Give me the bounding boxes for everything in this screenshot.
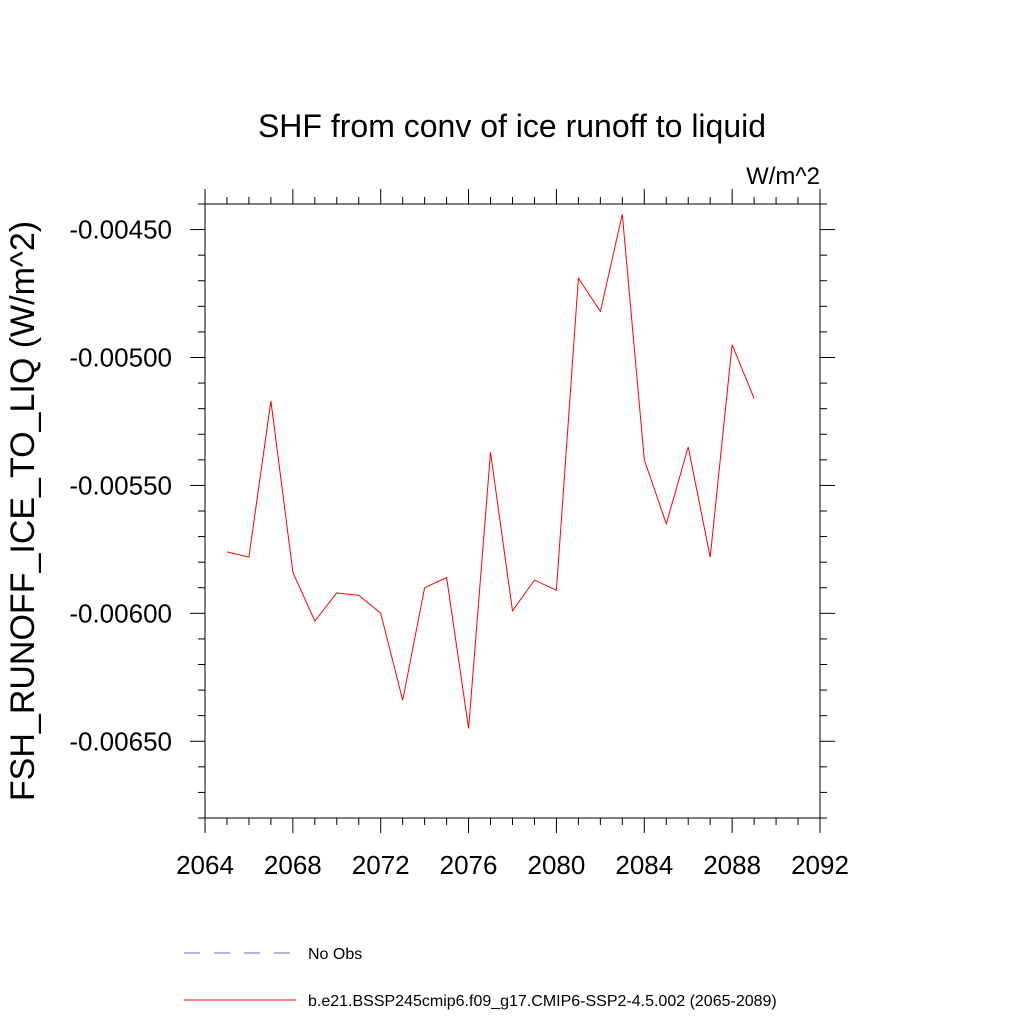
x-tick-label: 2072 — [352, 850, 410, 880]
x-tick-label: 2080 — [528, 850, 586, 880]
x-tick-label: 2068 — [264, 850, 322, 880]
y-tick-label: -0.00450 — [69, 215, 172, 245]
x-tick-label: 2064 — [176, 850, 234, 880]
legend: No Obs b.e21.BSSP245cmip6.f09_g17.CMIP6-S… — [184, 946, 777, 1010]
legend-label: b.e21.BSSP245cmip6.f09_g17.CMIP6-SSP2-4.… — [308, 993, 777, 1010]
plot-frame — [204, 203, 821, 819]
x-tick-label: 2084 — [615, 850, 673, 880]
series-line — [226, 214, 755, 729]
y-tick-label: -0.00600 — [69, 598, 172, 628]
x-tick-label: 2092 — [791, 850, 849, 880]
x-tick-label: 2076 — [440, 850, 498, 880]
y-axis-ticks: -0.00450 -0.00500 -0.00550 -0.00600 -0.00650 — [69, 203, 835, 819]
y-tick-label: -0.00550 — [69, 470, 172, 500]
y-tick-label: -0.00500 — [69, 343, 172, 373]
x-axis-ticks: 2064 2068 2072 2076 2080 2084 2088 2092 — [176, 189, 849, 880]
x-tick-label: 2088 — [703, 850, 761, 880]
series-layer — [226, 214, 755, 729]
y-tick-label: -0.00650 — [69, 726, 172, 756]
y-axis-label: FSH_RUNOFF_ICE_TO_LIQ (W/m^2) — [4, 221, 42, 801]
units-label: W/m^2 — [746, 163, 820, 190]
chart-title: SHF from conv of ice runoff to liquid — [258, 108, 766, 144]
legend-label: No Obs — [308, 946, 362, 963]
